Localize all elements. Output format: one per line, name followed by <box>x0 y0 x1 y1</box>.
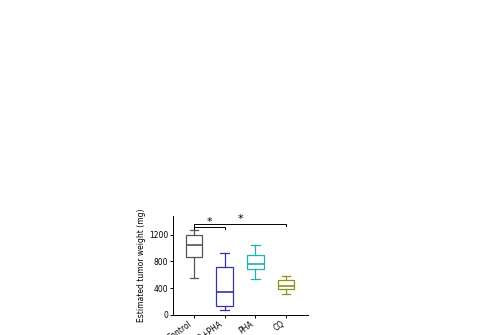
PathPatch shape <box>216 267 233 306</box>
Text: *: * <box>206 217 212 227</box>
Y-axis label: Estimated tumor weight (mg): Estimated tumor weight (mg) <box>138 209 146 322</box>
PathPatch shape <box>247 255 264 269</box>
PathPatch shape <box>278 280 294 289</box>
PathPatch shape <box>186 235 202 257</box>
Text: *: * <box>237 213 243 223</box>
